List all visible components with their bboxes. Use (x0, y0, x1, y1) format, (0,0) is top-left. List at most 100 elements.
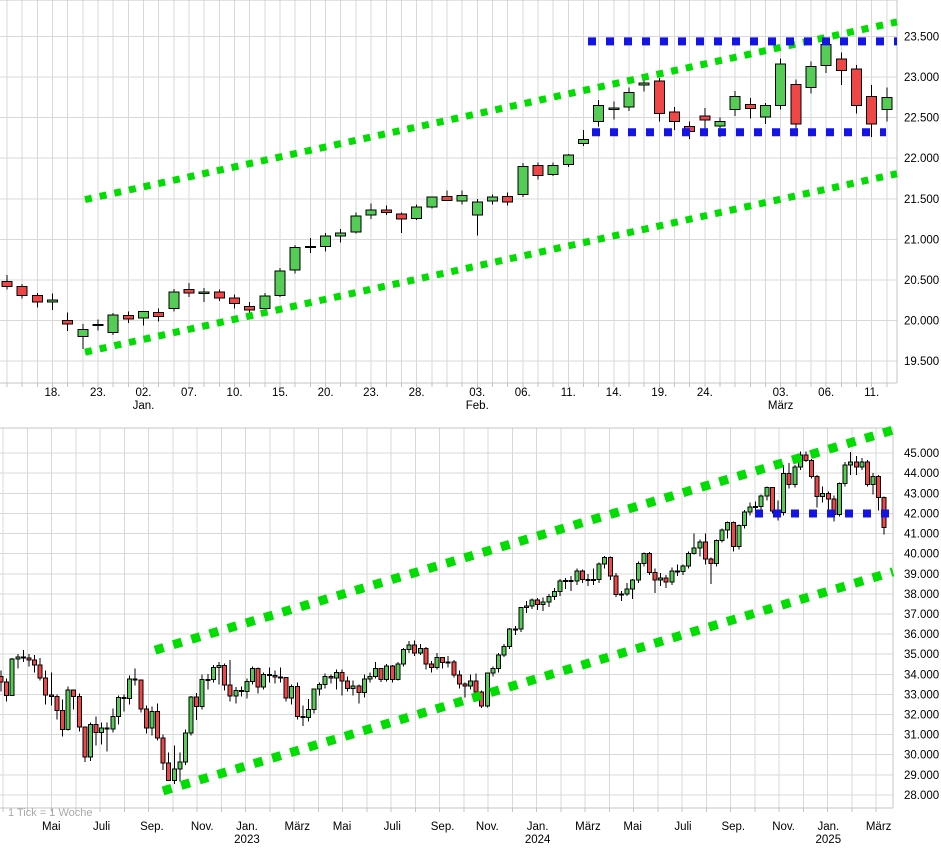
trend-dotted-line (153, 425, 895, 655)
candle-up (456, 195, 468, 202)
y-tick-label: 37.000 (904, 609, 939, 621)
x-tick-label: Juli (384, 821, 401, 833)
candle-down (440, 656, 446, 664)
candle-down (708, 558, 714, 565)
candle-up (322, 676, 328, 686)
candle-up (805, 66, 817, 89)
candle-up (171, 768, 177, 781)
candle-down (653, 80, 665, 115)
candle-down (283, 677, 289, 699)
candle-up (250, 667, 256, 683)
y-tick-label: 29.000 (904, 770, 939, 782)
candle-down (82, 726, 88, 758)
candle-up (395, 663, 401, 681)
candle-up (177, 761, 183, 770)
candle-up (658, 577, 664, 581)
candle-up (517, 165, 529, 196)
candle-down (652, 571, 658, 581)
candle-up (753, 505, 759, 508)
candle-up (216, 665, 222, 668)
candle-down (345, 680, 351, 689)
x-tick-label: Juli (674, 821, 691, 833)
candle-up (350, 685, 356, 689)
candle-up (259, 295, 271, 309)
candle-up (792, 466, 798, 485)
candle-up (107, 314, 119, 334)
candle-down (76, 695, 82, 728)
candle-down (814, 476, 820, 498)
candle-up (512, 628, 518, 631)
candle-down (866, 96, 878, 125)
candle-up (714, 539, 720, 565)
weekly-chart-canvas[interactable]: 45.000 44.000 43.000 42.000 41.000 40.000 39.0… (0, 420, 941, 856)
candle-down (380, 209, 392, 214)
x-tick-label: 28. (409, 387, 425, 399)
candle-up (417, 648, 423, 654)
candle-up (468, 680, 474, 687)
candle-down (674, 570, 680, 573)
y-tick-label: 44.000 (904, 468, 939, 480)
candle-down (825, 493, 831, 500)
candle-up (820, 493, 826, 498)
y-tick-label: 36.000 (904, 629, 939, 641)
candle-down (153, 311, 165, 317)
candle-down (456, 674, 462, 685)
candle-up (577, 139, 589, 145)
candle-down (699, 115, 711, 121)
candle-down (591, 578, 597, 581)
x-tick-label: Juli (93, 821, 110, 833)
candle-down (568, 579, 574, 582)
candle-up (820, 44, 832, 67)
x-tick-label: 10. (227, 387, 243, 399)
candle-up (365, 209, 377, 216)
candle-up (305, 709, 311, 718)
candle-up (881, 96, 893, 111)
x-tick-sublabel: Jan. (133, 400, 155, 412)
y-tick-label: 23.500 (904, 32, 939, 44)
candle-down (646, 553, 652, 573)
x-tick-label: Mai (333, 821, 352, 833)
candle-down (395, 213, 407, 220)
candle-up (471, 201, 483, 216)
candle-down (300, 715, 306, 718)
daily-chart-canvas[interactable]: 23.500 23.000 22.500 22.000 21.500 21.000 20.5… (0, 0, 941, 420)
candle-up (400, 649, 406, 665)
x-tick-label: Jan. (527, 821, 549, 833)
x-tick-label: 03. (773, 387, 789, 399)
candle-down (339, 671, 345, 682)
candle-up (110, 716, 116, 730)
x-tick-sublabel: Feb. (466, 400, 489, 412)
candle-up (719, 529, 725, 541)
candle-down (104, 727, 110, 730)
candle-up (624, 588, 630, 595)
y-tick-label: 40.000 (904, 549, 939, 561)
candle-up (47, 299, 59, 303)
trend-dotted-line (84, 18, 898, 204)
candle-up (168, 291, 180, 309)
x-tick-label: 14. (606, 387, 622, 399)
candle-down (160, 737, 166, 764)
candle-up (593, 104, 605, 123)
trend-dotted-line (161, 567, 895, 796)
candle-down (744, 104, 756, 110)
candle-down (155, 710, 161, 739)
candle-up (691, 547, 697, 555)
y-tick-label: 45.000 (904, 448, 939, 460)
candle-down (54, 695, 60, 711)
x-tick-label: Nov. (772, 821, 795, 833)
candle-down (328, 676, 334, 679)
candle-up (233, 689, 239, 697)
candle-up (669, 570, 675, 583)
candle-up (848, 461, 854, 466)
candle-up (182, 732, 188, 763)
candle-up (775, 63, 787, 106)
candle-up (496, 654, 502, 670)
candle-up (842, 464, 848, 484)
candle-up (758, 495, 764, 507)
candle-down (93, 724, 99, 734)
candle-down (769, 487, 775, 512)
candle-down (864, 461, 870, 486)
candle-up (289, 246, 301, 271)
candle-up (127, 678, 133, 699)
candle-up (781, 472, 787, 513)
